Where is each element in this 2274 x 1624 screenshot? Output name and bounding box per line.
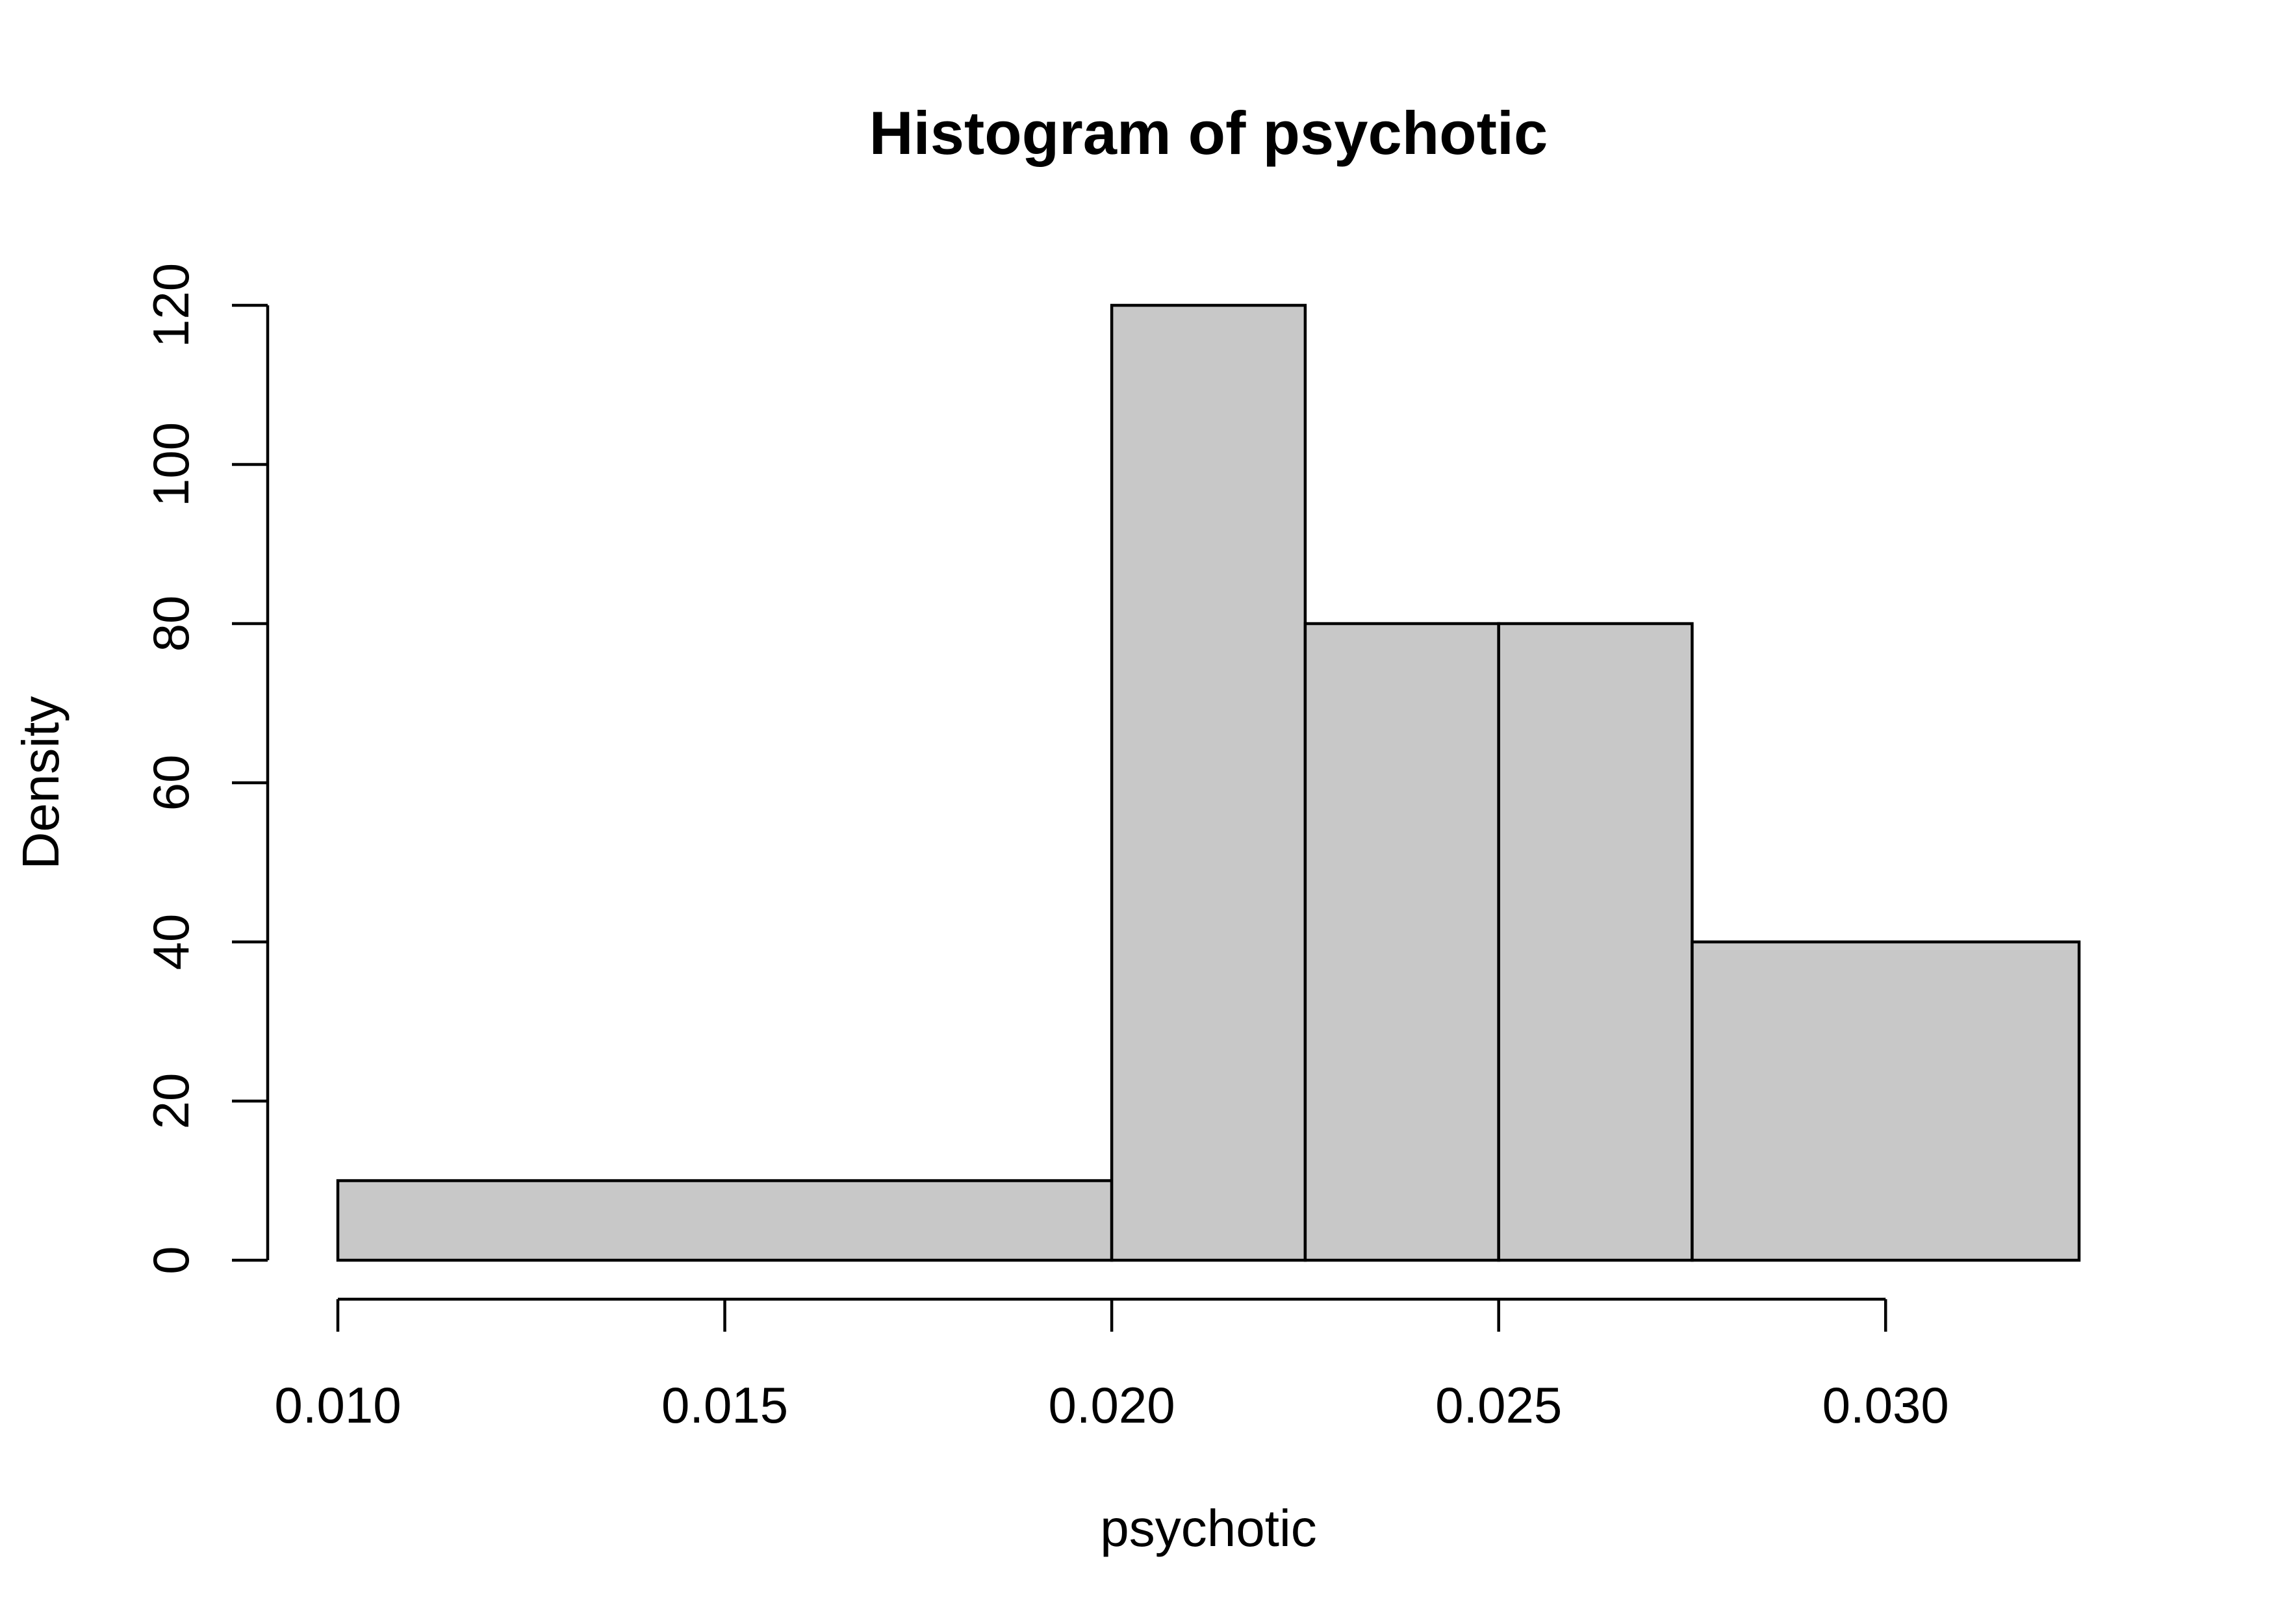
x-tick-label: 0.010 <box>274 1377 401 1434</box>
histogram-bar-3 <box>1303 622 1500 1262</box>
y-tick-label: 120 <box>142 263 199 348</box>
y-tick-label: 0 <box>142 1246 199 1274</box>
chart-title: Histogram of psychotic <box>869 99 1548 167</box>
x-tick-label: 0.015 <box>661 1377 788 1434</box>
x-tick-label: 0.025 <box>1435 1377 1562 1434</box>
y-axis-label: Density <box>12 696 70 870</box>
y-axis: 0 20 40 60 80 100 120 <box>142 263 270 1275</box>
y-tick-label: 60 <box>142 755 199 811</box>
x-axis-label: psychotic <box>1100 1499 1316 1557</box>
histogram-bar-2 <box>1110 303 1307 1262</box>
histogram-bar-4 <box>1497 622 1694 1262</box>
histogram-bar-1 <box>336 1179 1114 1262</box>
y-tick-label: 20 <box>142 1073 199 1130</box>
x-axis: 0.010 0.015 0.020 0.025 0.030 <box>274 1297 1949 1434</box>
y-tick-label: 40 <box>142 914 199 971</box>
y-tick-label: 80 <box>142 596 199 652</box>
histogram-bar-5 <box>1691 940 2081 1262</box>
x-tick-label: 0.020 <box>1049 1377 1175 1434</box>
x-tick-label: 0.030 <box>1822 1377 1949 1434</box>
y-tick-label: 100 <box>142 422 199 507</box>
histogram-bars <box>336 303 2081 1262</box>
